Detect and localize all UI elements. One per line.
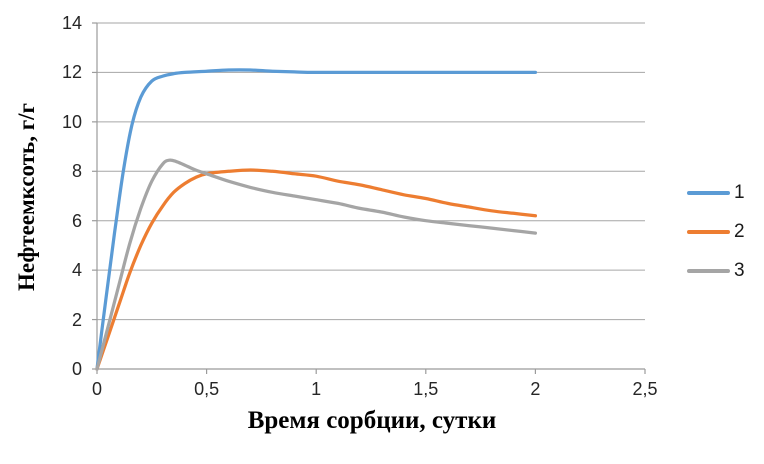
x-tick-label: 1 xyxy=(311,379,322,399)
legend-entry: 1 xyxy=(687,182,745,204)
x-tick-label: 0 xyxy=(91,379,102,399)
series-line-3 xyxy=(95,158,538,371)
legend-label: 1 xyxy=(734,182,745,203)
legend-entry: 3 xyxy=(687,260,745,282)
y-tick-label: 2 xyxy=(71,309,82,330)
legend-label: 3 xyxy=(734,260,745,281)
series-line-2 xyxy=(95,168,538,371)
series-line-1 xyxy=(95,68,538,371)
legend-label: 2 xyxy=(734,221,745,242)
legend-line-swatch xyxy=(687,269,730,273)
legend-entry: 2 xyxy=(687,221,745,243)
legend-line-swatch xyxy=(687,191,730,195)
x-tick-label: 2 xyxy=(530,379,541,399)
y-tick-label: 10 xyxy=(61,111,82,132)
y-tick-label: 6 xyxy=(71,210,82,231)
x-tick-label: 0,5 xyxy=(194,379,220,399)
y-tick-label: 0 xyxy=(71,359,82,379)
y-tick-label: 4 xyxy=(71,260,82,281)
y-tick-label: 8 xyxy=(71,161,82,182)
legend-line-swatch xyxy=(687,230,730,234)
y-tick-label: 14 xyxy=(61,13,82,33)
y-tick-label: 12 xyxy=(61,62,82,83)
x-tick-label: 1,5 xyxy=(413,379,439,399)
legend: 1 2 3 xyxy=(687,182,745,299)
x-axis-title: Время сорбции, сутки xyxy=(247,407,497,434)
x-tick-label: 2,5 xyxy=(632,379,658,399)
